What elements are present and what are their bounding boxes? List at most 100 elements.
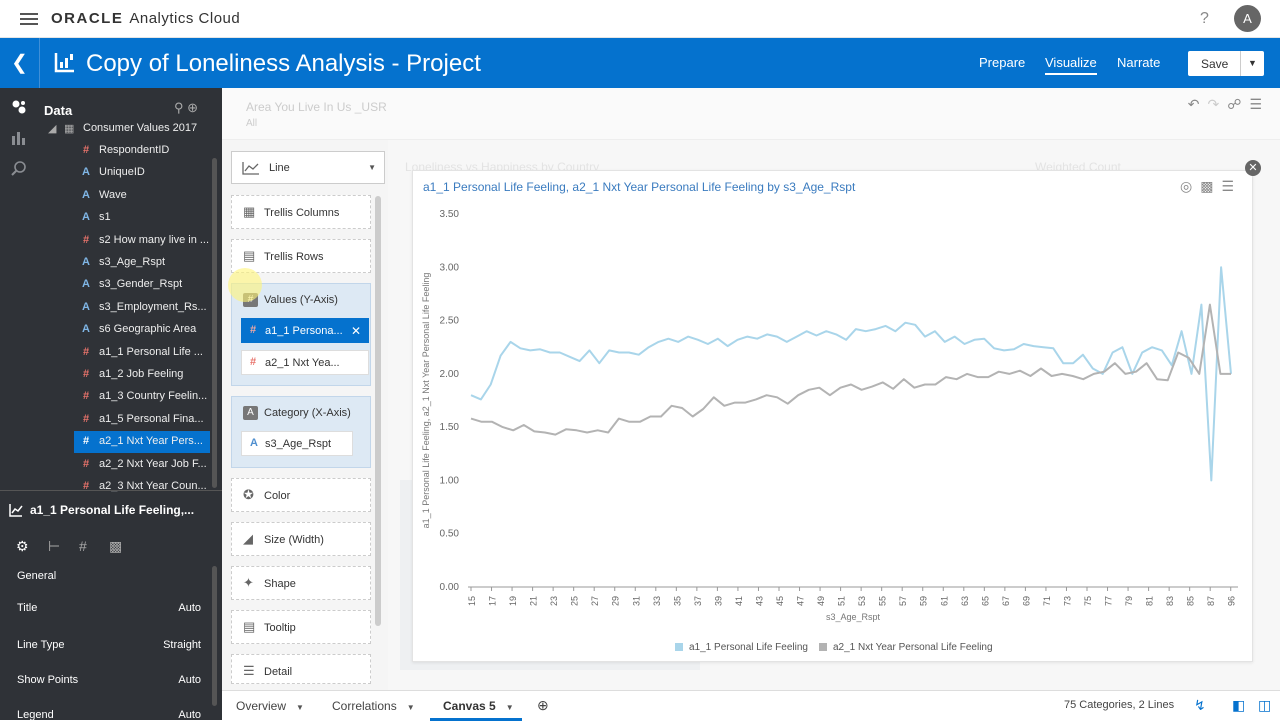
save-dropdown-icon[interactable]: ▼ [1240,51,1264,76]
y-tick-label: 2.00 [440,369,460,380]
trellis-rows-slot[interactable]: ▤ Trellis Rows [231,239,371,273]
columns-icon: ▦ [243,204,256,219]
back-button[interactable]: ❮ [0,38,40,88]
user-avatar[interactable]: A [1234,5,1261,32]
value-pill-a1-1[interactable]: # a1_1 Persona... ✕ [241,318,369,343]
trellis-columns-slot[interactable]: ▦ Trellis Columns [231,195,371,229]
tab-overview[interactable]: Overview ▼ [236,699,304,713]
visualizations-icon[interactable] [11,130,27,146]
data-element-item[interactable]: A Wave [74,185,210,207]
prop-value[interactable]: Straight [163,639,201,651]
share-icon[interactable]: ☍ [1227,96,1250,112]
data-element-item[interactable]: # a1_1 Personal Life ... [74,342,210,364]
chart-type-select[interactable]: Line ▼ [231,151,385,184]
data-element-item[interactable]: # a1_2 Job Feeling [74,364,210,386]
tab-label: Overview [236,699,287,713]
x-tick-label: 35 [672,596,682,606]
prop-show-points-row[interactable]: Show Points Auto [17,674,201,686]
grammar-scrollbar[interactable] [375,196,381,626]
values-y-axis-slot[interactable]: # Values (Y-Axis) # a1_1 Persona... ✕ # a2_… [231,283,371,386]
shape-slot[interactable]: ✦ Shape [231,566,371,600]
chevron-down-icon[interactable]: ▼ [406,703,415,712]
data-element-item[interactable]: A UniqueID [74,162,210,184]
prop-line-type-row[interactable]: Line Type Straight [17,639,201,651]
data-element-item[interactable]: # RespondentID [74,140,210,162]
properties-scrollbar[interactable] [212,566,217,706]
general-settings-icon[interactable]: ⚙ [16,538,29,554]
size-slot[interactable]: ◢ Size (Width) [231,522,371,556]
mouse-cursor-highlight [228,268,262,302]
value-pill-a2-1[interactable]: # a2_1 Nxt Yea... [241,350,369,375]
detail-slot[interactable]: ☰ Detail [231,654,371,684]
axis-icon[interactable]: ⊢ [48,538,61,554]
analytics-icon[interactable] [11,160,27,176]
filter-title[interactable]: Area You Live In Us _USR [246,100,387,114]
tab-canvas-5[interactable]: Canvas 5 ▼ [443,699,514,713]
visualize-tab[interactable]: Visualize [1045,55,1097,75]
data-element-item[interactable]: # a1_5 Personal Fina... [74,409,210,431]
search-icon[interactable]: ⚲ [174,100,184,115]
layout-icon[interactable]: ◧ [1232,697,1246,713]
data-element-item[interactable]: # a2_3 Nxt Year Coun... [74,476,210,498]
data-element-item[interactable]: # a2_2 Nxt Year Job F... [74,454,210,476]
x-tick-label: 83 [1165,596,1175,606]
add-icon[interactable]: ⊕ [187,100,199,115]
color-slot[interactable]: ✪ Color [231,478,371,512]
help-icon[interactable]: ? [1200,10,1209,27]
data-source-row[interactable]: ◢ ▦ Consumer Values 2017 [44,118,210,140]
remove-icon[interactable]: ✕ [350,324,361,338]
legend-swatch [819,643,827,651]
add-canvas-icon[interactable]: ⊕ [537,697,549,713]
data-element-item[interactable]: # a2_1 Nxt Year Pers... [74,431,210,454]
chevron-down-icon[interactable]: ▼ [296,703,304,712]
prop-value[interactable]: Auto [178,709,201,721]
prepare-tab[interactable]: Prepare [979,55,1026,70]
panel-icon-rail [0,88,38,490]
chart-panel[interactable]: a1_1 Personal Life Feeling, a2_1 Nxt Yea… [412,170,1253,662]
collapse-icon[interactable]: ◢ [48,123,57,135]
target-icon[interactable]: ◎ [1179,178,1201,194]
undo-icon[interactable]: ↶ [1187,96,1208,112]
tab-label: Canvas 5 [443,699,496,713]
data-panel-scrollbar[interactable] [212,158,217,488]
tab-correlations[interactable]: Correlations ▼ [332,699,415,713]
data-header: Data [44,103,73,118]
data-element-item[interactable]: # s2 How many live in ... [74,230,210,252]
chart-menu-icon[interactable]: ☰ [1221,178,1242,194]
prop-value[interactable]: Auto [178,674,201,686]
save-button[interactable]: Save ▼ [1188,51,1264,76]
line-chart[interactable]: 0.00 0.50 1.00 1.50 2.00 2.50 3.00 3.50 15 17 19 21… [413,171,1254,663]
slot-label: Trellis Rows [264,251,324,263]
data-element-label: a1_1 Personal Life ... [99,345,203,358]
bar-chart-icon[interactable]: ▩ [1200,178,1222,194]
values-hash-icon[interactable]: # [79,538,87,554]
analytics-tab-icon[interactable]: ▩ [109,538,123,554]
hamburger-menu-icon[interactable] [20,13,38,25]
tooltip-slot[interactable]: ▤ Tooltip [231,610,371,644]
data-element-item[interactable]: # a1_3 Country Feelin... [74,386,210,408]
close-icon[interactable]: ✕ [1245,160,1261,176]
measure-icon: # [82,457,90,470]
prop-legend-row[interactable]: Legend Auto [17,709,201,721]
auto-refresh-icon[interactable]: ↯ [1194,697,1206,713]
data-element-label: s3_Gender_Rspt [99,278,183,291]
chevron-down-icon[interactable]: ▼ [505,703,514,712]
y-tick-label: 0.50 [440,529,460,540]
prop-title-row[interactable]: Title Auto [17,602,201,614]
panel-toggle-icon[interactable]: ◫ [1258,697,1272,713]
x-tick-label: 81 [1145,596,1155,606]
x-tick-label: 75 [1083,596,1093,606]
redo-icon[interactable]: ↷ [1207,96,1228,112]
narrate-tab[interactable]: Narrate [1117,55,1161,70]
rows-icon: ▤ [243,248,256,263]
menu-icon[interactable]: ☰ [1249,96,1270,112]
data-elements-icon[interactable] [11,99,27,115]
prop-value[interactable]: Auto [178,602,201,614]
